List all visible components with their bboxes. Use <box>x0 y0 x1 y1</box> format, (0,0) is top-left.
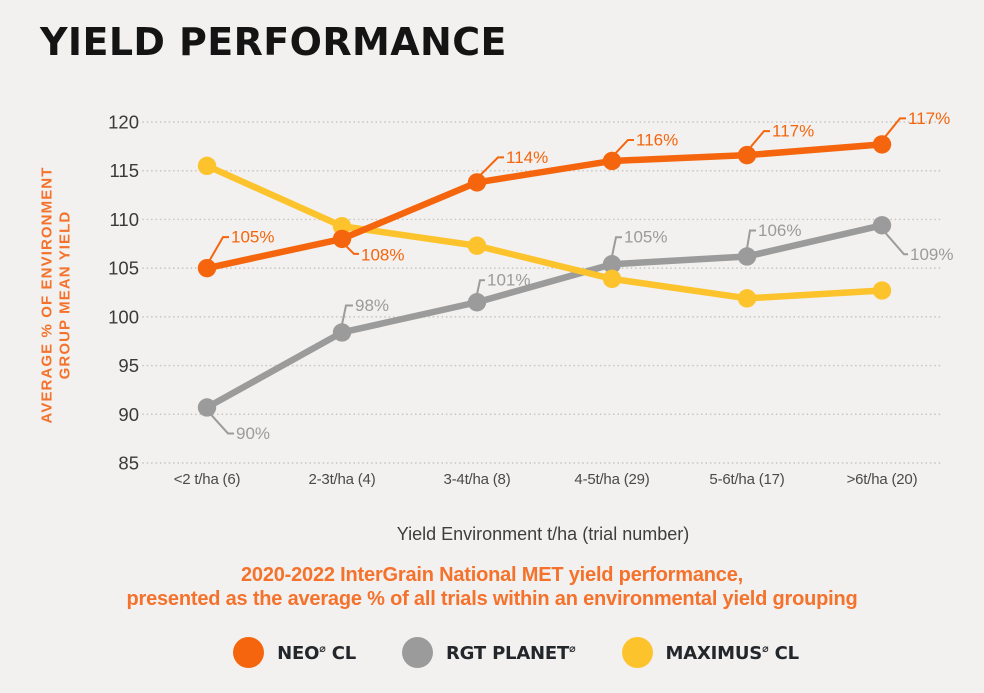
y-tick-label: 110 <box>110 209 140 230</box>
x-tick-label: <2 t/ha (6) <box>174 471 241 488</box>
data-point-label-rgt_planet: 105% <box>624 228 667 247</box>
y-tick-label: 105 <box>108 258 139 279</box>
legend-label-maximus: MAXIMUS⌀ CL <box>665 641 800 664</box>
x-tick-label: 2-3t/ha (4) <box>309 471 376 488</box>
y-tick-label: 85 <box>118 453 139 474</box>
label-leader-line-neo <box>747 130 770 151</box>
legend-swatch-maximus <box>621 637 653 668</box>
y-tick-label: 95 <box>118 355 139 376</box>
label-leader-line-rgt_planet <box>341 304 353 325</box>
legend-item-neo: NEO⌀ CL <box>233 637 356 668</box>
data-point-label-neo: 116% <box>636 130 678 149</box>
legend-label-rgt_planet: RGT PLANET⌀ <box>446 641 576 664</box>
x-axis-title: Yield Environment t/ha (trial number) <box>396 524 690 544</box>
label-leader-line-neo <box>882 117 906 141</box>
data-point-neo <box>467 173 487 192</box>
label-leader-line-neo <box>612 138 634 157</box>
data-point-maximus <box>467 236 487 255</box>
data-point-maximus <box>602 269 622 289</box>
x-tick-label: >6t/ha (20) <box>847 471 918 488</box>
data-point-label-rgt_planet: 109% <box>910 245 953 264</box>
y-tick-label: 90 <box>118 404 139 425</box>
y-tick-label: 115 <box>110 160 140 181</box>
data-point-label-neo: 105% <box>231 228 274 247</box>
series-line-maximus <box>203 162 886 302</box>
legend-item-rgt_planet: RGT PLANET⌀ <box>402 637 576 668</box>
data-point-maximus <box>197 156 217 176</box>
data-point-neo <box>332 229 352 249</box>
label-leader-line-neo <box>477 156 504 179</box>
data-point-neo <box>602 151 622 171</box>
caption-line-1: 2020-2022 InterGrain National MET yield … <box>240 564 743 586</box>
pbr-symbol-icon: ⌀ <box>319 641 326 655</box>
legend-item-maximus: MAXIMUS⌀ CL <box>621 637 800 668</box>
data-point-maximus <box>332 217 352 236</box>
data-point-rgt_planet <box>197 398 217 417</box>
label-leader-line-rgt_planet <box>883 230 908 256</box>
data-point-neo <box>872 135 892 154</box>
label-leader-line-rgt_planet <box>746 229 756 249</box>
label-leader-line-rgt_planet <box>208 411 234 435</box>
data-point-rgt_planet <box>467 293 487 312</box>
pbr-symbol-icon: ⌀ <box>569 641 576 655</box>
pbr-symbol-icon: ⌀ <box>762 641 769 655</box>
yield-line-chart: 120 115 110 105 100 95 90 85 AVERAGE % OF ENVIRO… <box>39 109 954 488</box>
data-point-label-rgt_planet: 90% <box>236 424 270 443</box>
y-tick-label: 100 <box>108 306 139 327</box>
legend-swatch-rgt_planet <box>402 637 433 668</box>
x-tick-label: 3-4t/ha (8) <box>444 471 511 488</box>
label-leader-line-neo <box>343 243 359 255</box>
label-leader-line-rgt_planet <box>476 279 485 295</box>
data-point-rgt_planet <box>737 247 757 266</box>
chart-caption: 2020-2022 InterGrain National MET yield … <box>0 563 984 611</box>
y-axis-title-line-1: AVERAGE % OF ENVIRONMENT <box>39 167 56 424</box>
chart-title: YIELD PERFORMANCE <box>40 20 507 64</box>
y-axis-title-line-2: GROUP MEAN YIELD <box>57 211 74 380</box>
series-line-neo <box>203 141 886 272</box>
legend-label-neo: NEO⌀ CL <box>277 641 356 664</box>
chart-legend: NEO⌀ CL RGT PLANET⌀ MAXIMUS⌀ CL <box>0 637 984 668</box>
data-point-maximus <box>737 289 757 308</box>
data-point-label-neo: 114% <box>506 148 548 167</box>
label-leader-line-rgt_planet <box>611 236 622 257</box>
data-point-neo <box>197 258 217 278</box>
x-tick-label: 4-5t/ha (29) <box>574 471 649 488</box>
data-point-label-rgt_planet: 101% <box>487 271 530 290</box>
data-point-neo <box>737 145 757 165</box>
y-tick-label: 120 <box>108 112 139 133</box>
data-point-rgt_planet <box>332 323 352 342</box>
series-line-rgt_planet <box>203 222 886 411</box>
data-point-rgt_planet <box>872 216 892 235</box>
data-point-label-neo: 108% <box>361 245 404 264</box>
data-point-label-rgt_planet: 98% <box>355 296 389 315</box>
x-tick-label: 5-6t/ha (17) <box>709 471 784 488</box>
data-point-maximus <box>872 281 892 300</box>
caption-line-2: presented as the average % of all trials… <box>126 588 858 610</box>
data-point-rgt_planet <box>602 255 622 274</box>
data-point-label-rgt_planet: 106% <box>758 221 801 240</box>
data-point-label-neo: 117% <box>908 109 950 128</box>
legend-swatch-neo <box>233 637 265 668</box>
label-leader-line-neo <box>207 236 229 264</box>
data-point-label-neo: 117% <box>772 122 814 141</box>
